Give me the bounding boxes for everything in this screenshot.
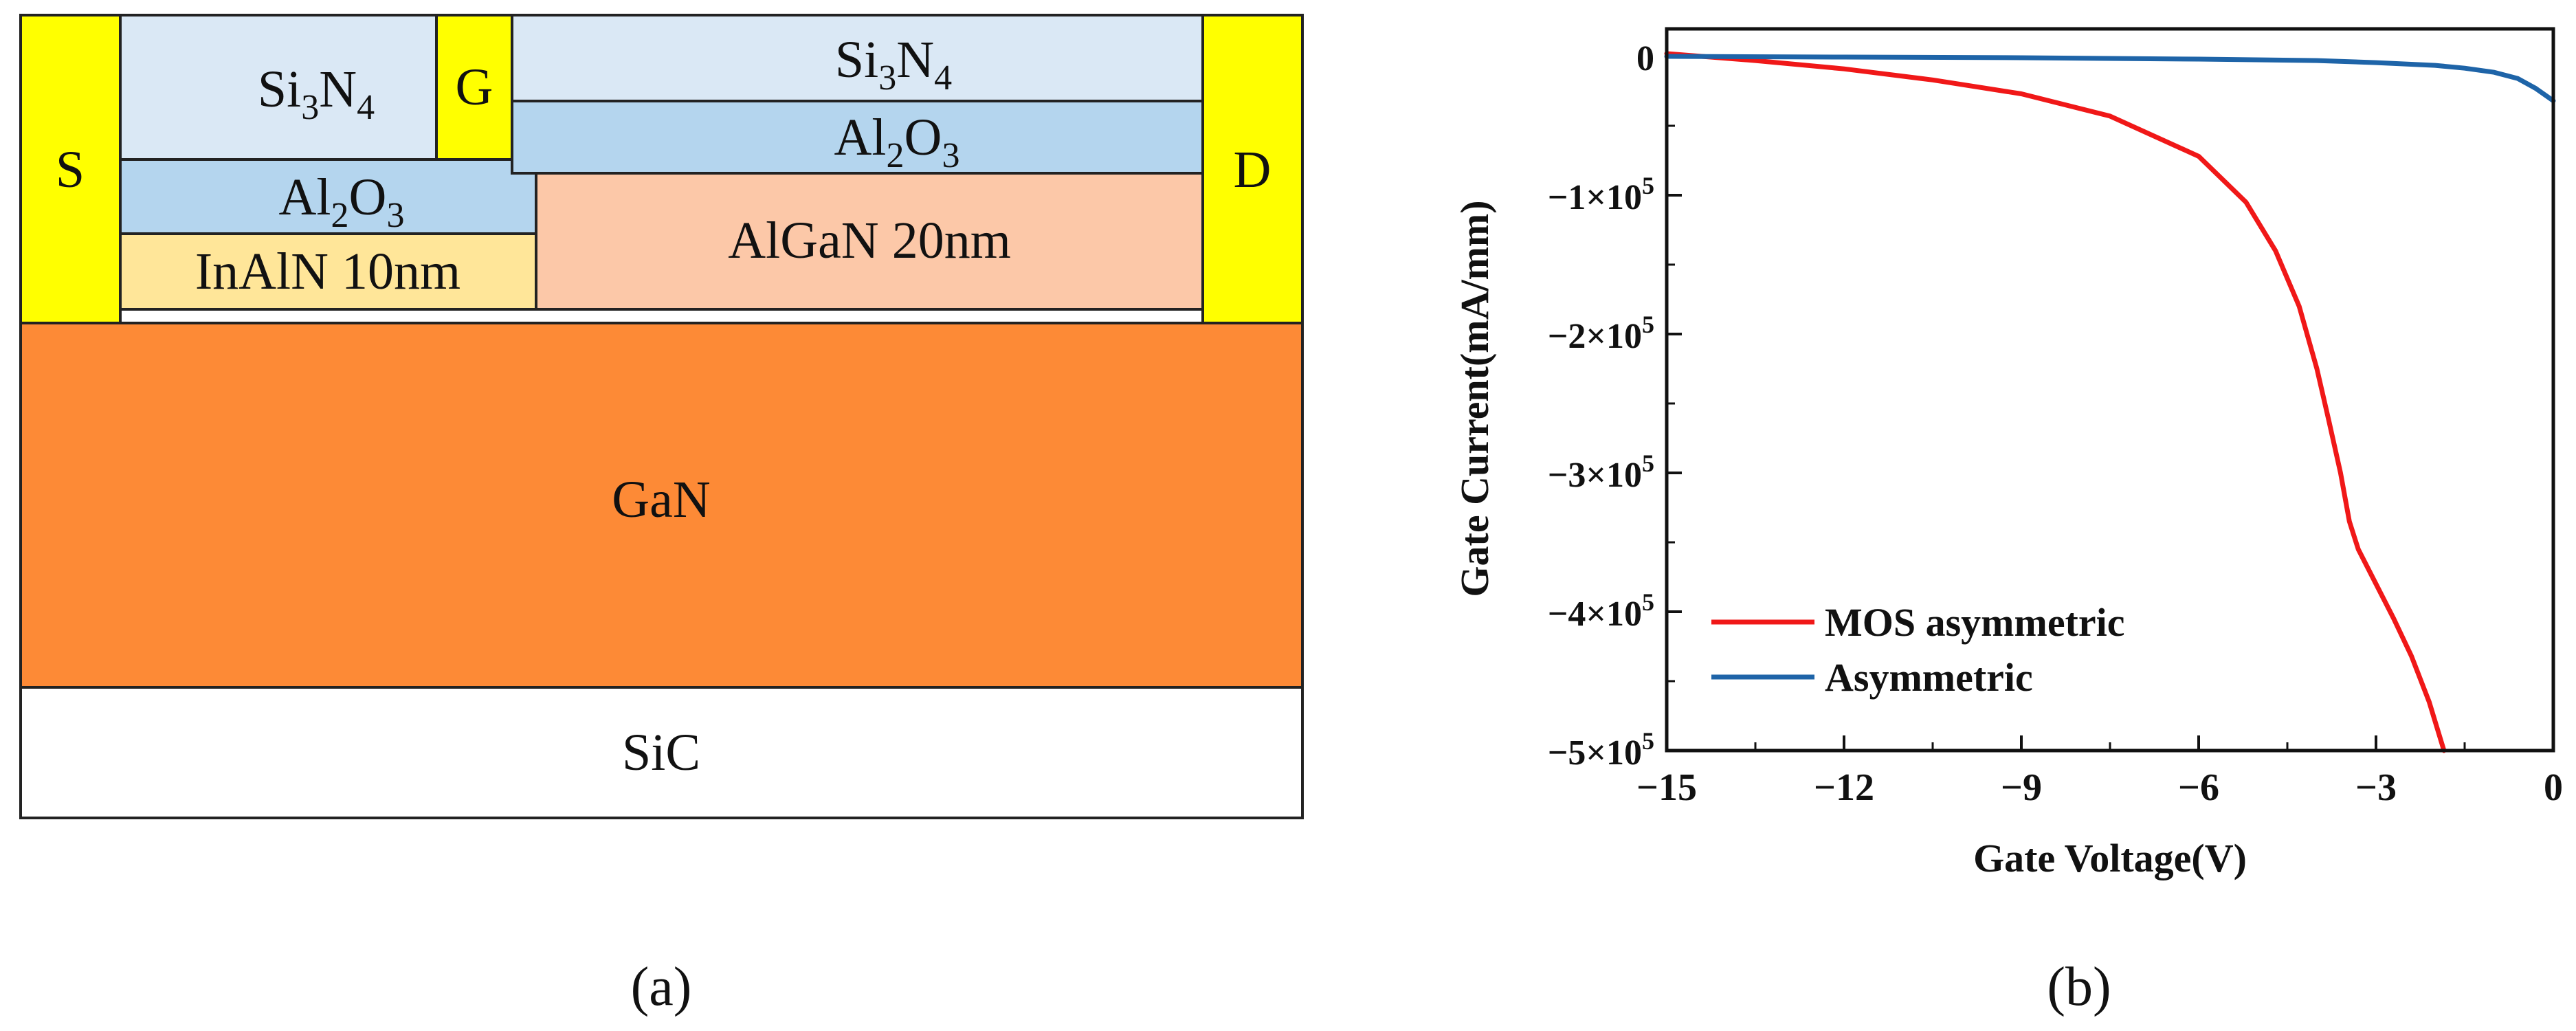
inaln-label: InAlN 10nm	[195, 243, 460, 300]
x-tick-label: −9	[2001, 766, 2042, 809]
x-tick-label: −15	[1636, 766, 1697, 809]
x-axis-label: Gate Voltage(V)	[1973, 836, 2247, 880]
panel-a-caption: (a)	[631, 957, 692, 1017]
drain-label: D	[1234, 141, 1272, 199]
y-tick-label: −2×105	[1548, 311, 1654, 356]
si3n4-right-label: Si3N4	[835, 31, 952, 98]
drain-contact	[1201, 14, 1304, 324]
si3n4-left-layer	[119, 14, 438, 161]
plot-frame	[1665, 27, 2555, 753]
gan-layer	[19, 322, 1304, 689]
x-tick-label: 0	[2544, 766, 2563, 809]
al2o3-left-label: Al2O3	[279, 168, 405, 235]
sic-layer	[19, 686, 1304, 819]
si3n4-left-label: Si3N4	[258, 60, 375, 127]
y-tick-label: 0	[1636, 39, 1654, 78]
algan-layer	[535, 172, 1204, 311]
y-tick-label: −3×105	[1548, 450, 1654, 495]
source-contact	[19, 14, 122, 324]
legend-label-asymmetric: Asymmetric	[1825, 655, 2033, 700]
source-label: S	[56, 141, 85, 199]
series-line-asymmetric	[1664, 54, 2556, 104]
panel-b-caption: (b)	[2047, 957, 2111, 1017]
y-tick-labels: 0 −1×105 −2×105 −3×105 −4×105 −5×105	[1548, 39, 1654, 773]
al2o3-right-label: Al2O3	[834, 109, 960, 175]
x-tick-label: −6	[2178, 766, 2219, 809]
gate-label: G	[456, 58, 493, 116]
gan-label: GaN	[612, 471, 711, 529]
y-tick-label: −1×105	[1548, 172, 1654, 217]
legend: MOS asymmetric Asymmetric	[1711, 600, 2124, 700]
y-tick-label: −4×105	[1548, 588, 1654, 634]
x-tick-label: −12	[1814, 766, 1874, 809]
sic-label: SiC	[622, 724, 700, 781]
y-axis-label: Gate Current(mA/mm)	[1452, 200, 1497, 597]
gate-contact	[435, 14, 513, 161]
y-tick-label: −5×105	[1548, 727, 1654, 773]
legend-label-mos-asymmetric: MOS asymmetric	[1825, 600, 2124, 645]
device-cross-section: Si3N4 Si3N4 Al2O3 Al2O3 InAlN 10nm AlGaN…	[19, 14, 1304, 819]
chart-ticks	[1665, 55, 2555, 752]
gate-current-chart: −15 −12 −9 −6 −3 0 0 −1×105 −2×105 −3×105 −4×105 −…	[1452, 27, 2563, 880]
series-line-mos-asymmetric	[1664, 51, 2447, 753]
algan-label: AlGaN 20nm	[728, 212, 1011, 269]
x-tick-label: −3	[2355, 766, 2397, 809]
chart-series	[1664, 51, 2556, 753]
x-tick-labels: −15 −12 −9 −6 −3 0	[1636, 766, 2563, 809]
